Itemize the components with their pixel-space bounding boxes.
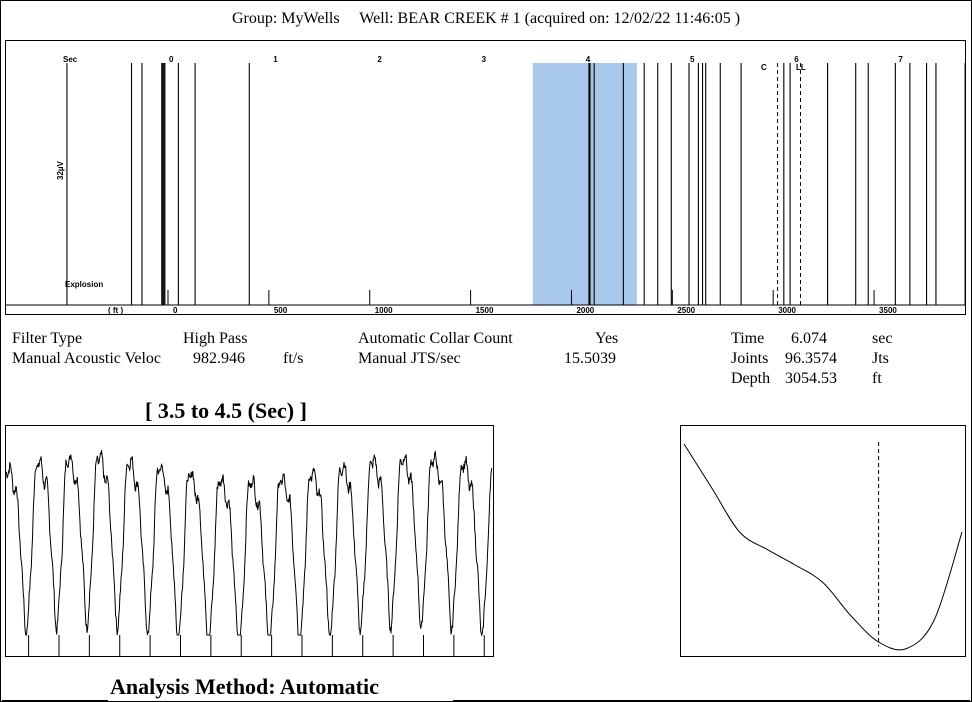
analysis-rule-right — [453, 700, 970, 701]
sec-tick-label: 1 — [273, 55, 278, 64]
sec-tick-label: 7 — [898, 55, 903, 64]
collar-c-label: C — [761, 63, 767, 72]
jts-value: 15.5039 — [564, 350, 616, 367]
time-unit: sec — [872, 330, 893, 347]
autocorrelation-chart — [680, 425, 966, 657]
collar-count-value: Yes — [595, 330, 619, 347]
sec-axis-label: Sec — [63, 55, 78, 64]
time-value: 6.074 — [791, 330, 827, 347]
corr-chart-border — [680, 425, 966, 657]
depth-unit: ft — [872, 370, 882, 387]
gain-label: 32µV — [56, 160, 65, 180]
ft-tick-label: 500 — [274, 306, 288, 315]
analysis-rule-left — [2, 700, 108, 701]
well-label: Well: BEAR CREEK # 1 (acquired on: 12/02… — [359, 10, 741, 27]
ft-tick-label: 1500 — [476, 306, 494, 315]
joints-value: 96.3574 — [785, 350, 837, 367]
explosion-label: Explosion — [65, 280, 103, 289]
chart-border — [5, 40, 966, 315]
velocity-unit: ft/s — [283, 350, 304, 367]
ft-tick-label: 2500 — [677, 306, 695, 315]
collar-count-label: Automatic Collar Count — [358, 330, 513, 347]
zoom-chart-border — [5, 425, 494, 657]
acoustic-trace-chart: 0 1 2 3 4 5 6 7 0 500 1000 1500 2000 2500 3000 3500 Se… — [5, 40, 966, 315]
jts-label: Manual JTS/sec — [358, 350, 461, 367]
zoomed-trace-chart — [5, 425, 494, 657]
collar-ll-label: LL — [796, 63, 806, 72]
filter-type-value: High Pass — [183, 330, 248, 347]
sec-tick-label: 2 — [377, 55, 382, 64]
report-header: Group: MyWells Well: BEAR CREEK # 1 (acq… — [0, 10, 972, 28]
ft-tick-label: 1000 — [375, 306, 393, 315]
ft-tick-label: 3000 — [778, 306, 796, 315]
analysis-method: Analysis Method: Automatic — [110, 674, 379, 699]
ft-tick-label: 3500 — [879, 306, 897, 315]
group-label: Group: MyWells — [231, 10, 340, 27]
depth-label: Depth — [731, 370, 771, 387]
joints-unit: Jts — [872, 350, 889, 367]
joints-label: Joints — [731, 350, 769, 367]
ft-tick-label: 0 — [173, 306, 178, 315]
ft-tick-label: 2000 — [576, 306, 594, 315]
filter-type-label: Filter Type — [12, 330, 83, 347]
sec-tick-label: 4 — [586, 55, 591, 64]
ft-axis-label: ( ft ) — [108, 306, 123, 315]
selected-window-highlight[interactable] — [532, 63, 637, 305]
velocity-value: 982.946 — [193, 350, 245, 367]
time-label: Time — [731, 330, 765, 347]
velocity-label: Manual Acoustic Veloc — [12, 350, 162, 367]
zoomed-trace-line — [5, 450, 493, 637]
sec-tick-label: 6 — [794, 55, 799, 64]
sec-tick-label: 0 — [169, 55, 174, 64]
depth-value: 3054.53 — [785, 370, 837, 387]
sec-tick-label: 5 — [690, 55, 695, 64]
autocorrelation-line — [683, 443, 963, 651]
zoom-title: [ 3.5 to 4.5 (Sec) ] — [145, 398, 307, 423]
sec-tick-label: 3 — [482, 55, 487, 64]
